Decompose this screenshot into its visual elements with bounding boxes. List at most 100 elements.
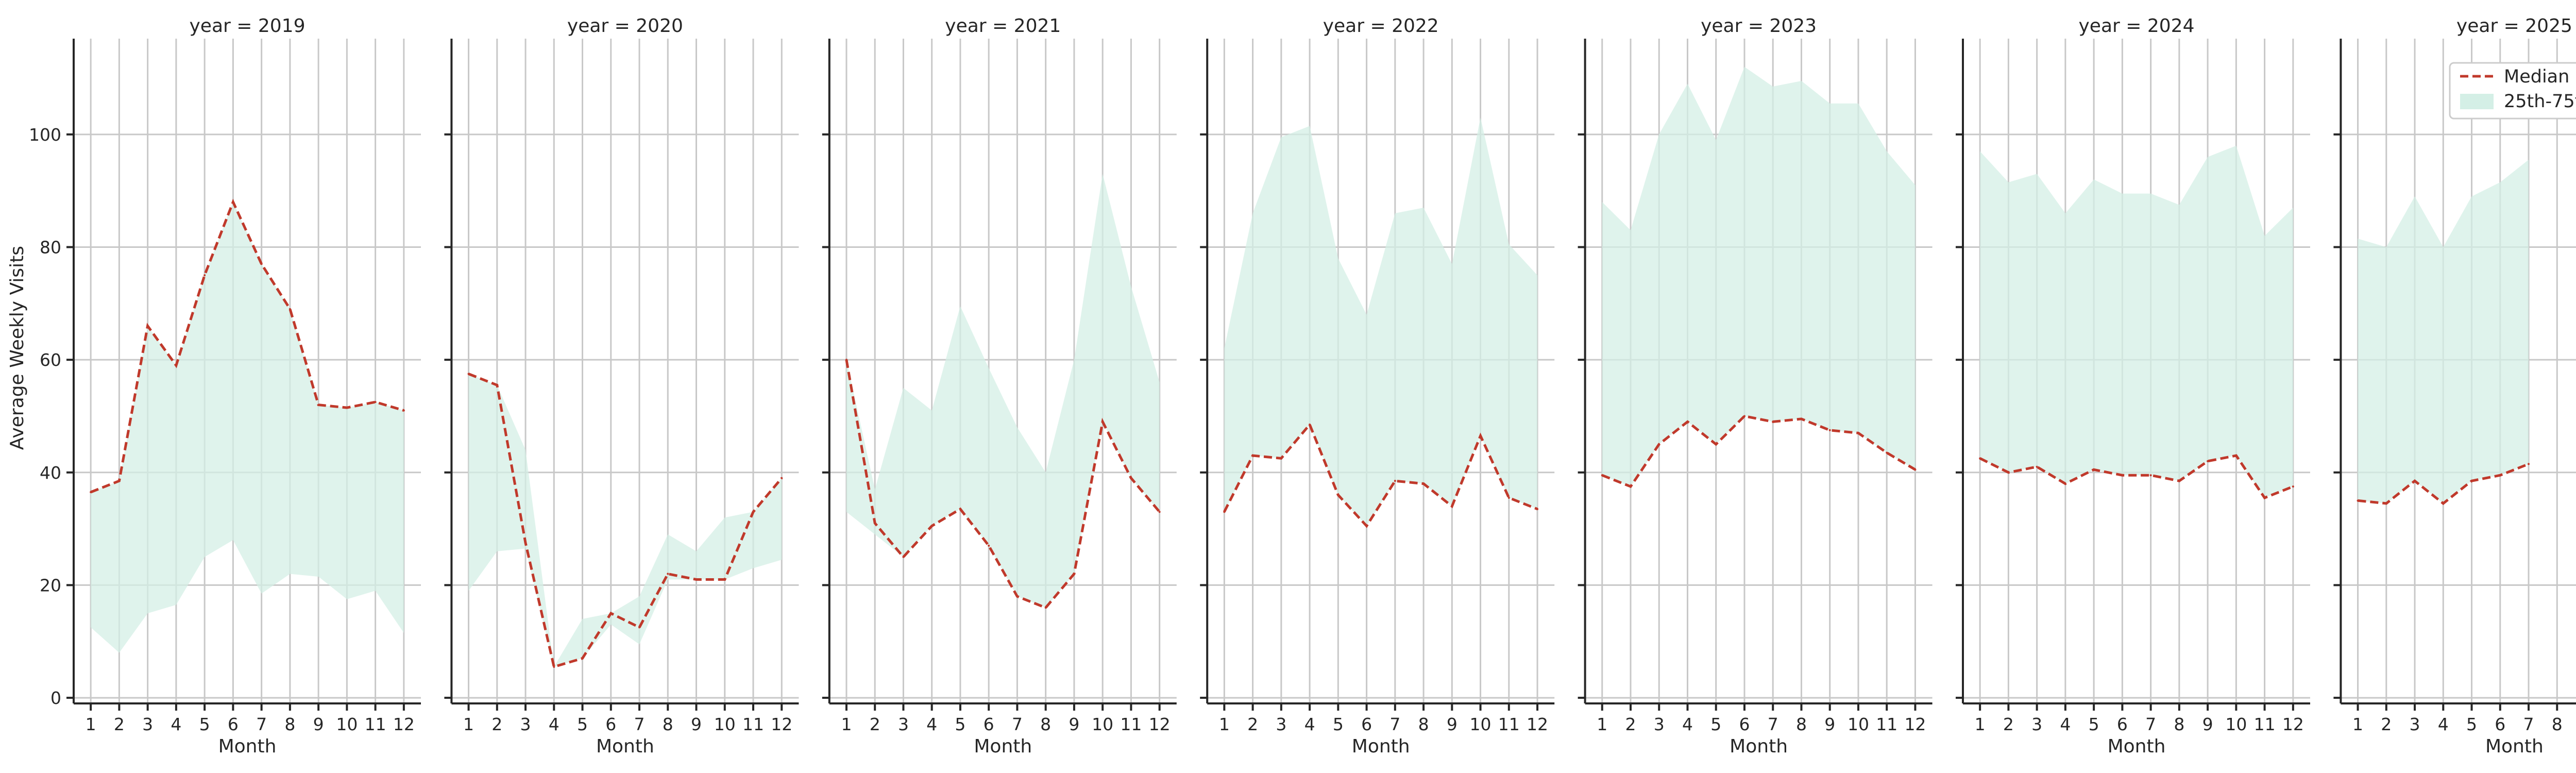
x-tick-label: 10 bbox=[1848, 714, 1869, 734]
median-point bbox=[260, 263, 263, 265]
median-point bbox=[553, 665, 555, 668]
y-tick-label: 40 bbox=[40, 463, 61, 483]
legend-band-label: 25th-75th Percentile bbox=[2504, 91, 2576, 112]
y-tick-label: 60 bbox=[40, 350, 61, 370]
median-point bbox=[175, 364, 177, 367]
percentile-band bbox=[2358, 160, 2529, 503]
legend-median-label: Median bbox=[2504, 66, 2569, 87]
x-tick-label: 5 bbox=[577, 714, 588, 734]
x-axis-label: Month bbox=[218, 736, 277, 757]
median-point bbox=[467, 373, 470, 375]
legend: Median 25th-75th Percentile bbox=[2449, 62, 2576, 120]
x-tick-label: 9 bbox=[1447, 714, 1458, 734]
x-tick-label: 12 bbox=[771, 714, 792, 734]
median-point bbox=[2121, 474, 2124, 477]
median-point bbox=[346, 407, 348, 409]
median-point bbox=[752, 511, 755, 513]
x-tick-label: 10 bbox=[1092, 714, 1113, 734]
median-point bbox=[2235, 454, 2238, 457]
x-tick-label: 6 bbox=[984, 714, 994, 734]
x-tick-label: 3 bbox=[142, 714, 153, 734]
x-tick-label: 3 bbox=[898, 714, 909, 734]
median-point bbox=[1979, 457, 1981, 460]
x-tick-label: 6 bbox=[605, 714, 616, 734]
median-point bbox=[402, 409, 405, 412]
median-line bbox=[1223, 422, 1538, 528]
x-tick-label: 2 bbox=[1625, 714, 1636, 734]
median-point bbox=[2528, 463, 2530, 465]
median-point bbox=[2263, 496, 2266, 499]
x-tick-label: 1 bbox=[86, 714, 96, 734]
x-tick-label: 11 bbox=[365, 714, 386, 734]
median-point bbox=[902, 556, 905, 558]
panel-title: year = 2022 bbox=[1323, 15, 1439, 37]
x-tick-label: 7 bbox=[2523, 714, 2534, 734]
median-point bbox=[845, 359, 848, 361]
x-tick-label: 8 bbox=[1796, 714, 1807, 734]
x-tick-label: 6 bbox=[228, 714, 239, 734]
percentile-band bbox=[846, 174, 1160, 608]
median-point bbox=[1686, 421, 1689, 423]
median-point bbox=[930, 525, 933, 527]
median-point bbox=[1101, 421, 1104, 423]
median-point bbox=[1857, 432, 1859, 434]
median-point bbox=[1280, 457, 1282, 460]
x-tick-label: 5 bbox=[1333, 714, 1344, 734]
median-point bbox=[2470, 480, 2473, 482]
median-point bbox=[118, 480, 121, 482]
median-line bbox=[1979, 454, 2294, 500]
x-tick-label: 7 bbox=[256, 714, 267, 734]
median-point bbox=[1772, 421, 1774, 423]
x-tick-label: 1 bbox=[2352, 714, 2363, 734]
median-point bbox=[1601, 474, 1603, 477]
x-tick-label: 7 bbox=[1012, 714, 1023, 734]
x-tick-label: 9 bbox=[691, 714, 702, 734]
median-point bbox=[1044, 607, 1047, 609]
x-tick-label: 10 bbox=[2225, 714, 2247, 734]
median-point bbox=[289, 308, 291, 310]
x-tick-label: 5 bbox=[955, 714, 965, 734]
median-point bbox=[374, 401, 377, 404]
median-point bbox=[1800, 417, 1803, 420]
x-tick-label: 1 bbox=[1219, 714, 1230, 734]
median-point bbox=[581, 657, 584, 660]
median-point bbox=[1658, 443, 1660, 446]
y-tick-label: 0 bbox=[50, 688, 61, 708]
percentile-band bbox=[1602, 66, 1916, 487]
x-axis-label: Month bbox=[596, 736, 654, 757]
median-point bbox=[2036, 465, 2038, 468]
median-point bbox=[1223, 511, 1226, 513]
panel-title: year = 2024 bbox=[2079, 15, 2195, 37]
x-tick-label: 8 bbox=[1040, 714, 1051, 734]
x-tick-label: 4 bbox=[549, 714, 560, 734]
x-tick-label: 12 bbox=[1149, 714, 1171, 734]
y-tick-label: 80 bbox=[40, 237, 61, 257]
median-point bbox=[317, 404, 320, 406]
x-tick-label: 3 bbox=[1276, 714, 1286, 734]
median-point bbox=[638, 626, 641, 629]
x-tick-label: 1 bbox=[1975, 714, 1986, 734]
x-tick-label: 5 bbox=[1710, 714, 1721, 734]
median-point bbox=[1479, 434, 1482, 437]
y-axis-label: Average Weekly Visits bbox=[7, 246, 28, 450]
x-tick-label: 2 bbox=[2003, 714, 2014, 734]
median-point bbox=[1536, 508, 1539, 510]
median-point bbox=[2499, 474, 2501, 477]
median-point bbox=[1073, 573, 1075, 575]
median-point bbox=[874, 522, 876, 525]
x-tick-label: 11 bbox=[1498, 714, 1520, 734]
median-line bbox=[468, 373, 783, 669]
x-tick-label: 6 bbox=[2117, 714, 2128, 734]
x-tick-label: 2 bbox=[1247, 714, 1258, 734]
median-point bbox=[1309, 423, 1311, 426]
median-point bbox=[204, 274, 206, 277]
median-point bbox=[988, 544, 990, 547]
median-point bbox=[2442, 502, 2445, 505]
median-point bbox=[146, 325, 149, 327]
x-tick-label: 9 bbox=[1069, 714, 1079, 734]
